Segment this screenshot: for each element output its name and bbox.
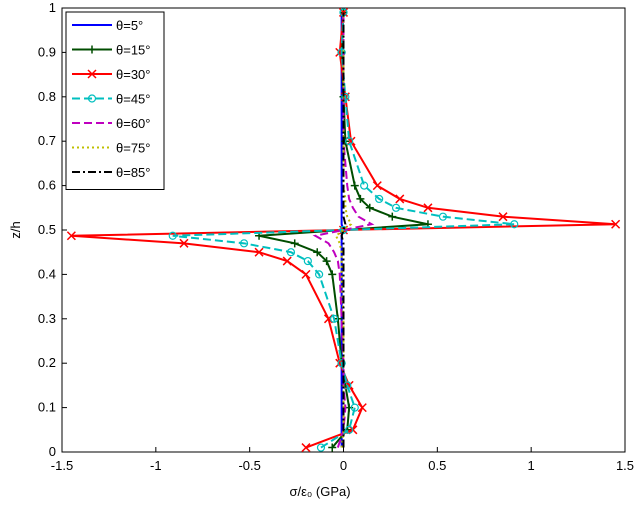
y-tick-label: 0.3 — [38, 311, 56, 326]
marker — [375, 194, 384, 204]
y-tick-label: 0.1 — [38, 400, 56, 415]
marker — [357, 403, 367, 413]
marker — [179, 238, 189, 248]
y-tick-label: 1 — [49, 0, 56, 15]
marker — [344, 380, 354, 390]
x-tick-label: 0.5 — [428, 458, 446, 473]
x-tick-label: -0.5 — [238, 458, 260, 473]
y-tick-label: 0.8 — [38, 89, 56, 104]
marker — [316, 443, 326, 452]
y-tick-label: 0.2 — [38, 355, 56, 370]
x-tick-label: 1.5 — [616, 458, 634, 473]
x-axis-label: σ/ε₀ (GPa) — [289, 484, 350, 499]
marker — [290, 239, 299, 248]
y-axis-label: z/h — [8, 221, 23, 238]
marker — [337, 48, 346, 57]
legend-label: θ=5° — [116, 18, 143, 33]
series-line — [312, 12, 375, 448]
marker — [66, 231, 76, 241]
marker — [168, 231, 177, 240]
legend-marker — [87, 69, 97, 79]
marker — [388, 212, 397, 221]
x-tick-label: 1 — [528, 458, 535, 473]
legend-label: θ=30° — [116, 67, 150, 82]
marker — [282, 256, 292, 266]
y-tick-label: 0 — [49, 444, 56, 459]
y-tick-label: 0.9 — [38, 44, 56, 59]
marker — [239, 239, 249, 248]
marker — [341, 92, 350, 101]
marker — [322, 257, 331, 266]
marker — [328, 270, 337, 279]
series-line — [172, 12, 515, 449]
marker — [395, 194, 405, 204]
legend-label: θ=60° — [116, 116, 150, 131]
legend-label: θ=15° — [116, 43, 150, 58]
marker — [345, 137, 354, 146]
series — [340, 12, 347, 448]
marker — [350, 181, 359, 190]
marker — [315, 270, 324, 279]
legend-label: θ=45° — [116, 92, 150, 107]
series — [168, 8, 519, 452]
marker — [328, 443, 337, 452]
legend-label: θ=75° — [116, 141, 150, 156]
marker — [286, 248, 296, 257]
marker — [372, 181, 382, 191]
x-tick-label: -1 — [150, 458, 162, 473]
marker — [498, 212, 508, 222]
marker — [438, 212, 448, 221]
y-tick-label: 0.5 — [38, 222, 56, 237]
series — [312, 12, 375, 448]
marker — [423, 203, 433, 213]
legend-label: θ=85° — [116, 165, 150, 180]
marker — [330, 314, 339, 323]
y-tick-label: 0.7 — [38, 133, 56, 148]
y-tick-label: 0.6 — [38, 178, 56, 193]
legend-marker — [87, 94, 97, 103]
legend-box — [65, 11, 165, 190]
marker — [360, 181, 369, 190]
marker — [510, 220, 519, 229]
marker — [301, 443, 311, 453]
marker — [313, 248, 322, 257]
marker — [365, 203, 374, 212]
legend-marker — [88, 45, 96, 54]
marker — [611, 219, 621, 229]
y-tick-label: 0.4 — [38, 266, 56, 281]
marker — [301, 269, 311, 279]
marker — [303, 256, 312, 266]
marker — [345, 425, 354, 434]
marker — [337, 359, 346, 368]
series-line — [340, 12, 347, 448]
marker — [254, 247, 264, 257]
marker — [391, 203, 401, 212]
marker — [356, 194, 365, 203]
marker — [350, 403, 359, 412]
x-tick-label: 0 — [340, 458, 347, 473]
x-tick-label: -1.5 — [51, 458, 73, 473]
